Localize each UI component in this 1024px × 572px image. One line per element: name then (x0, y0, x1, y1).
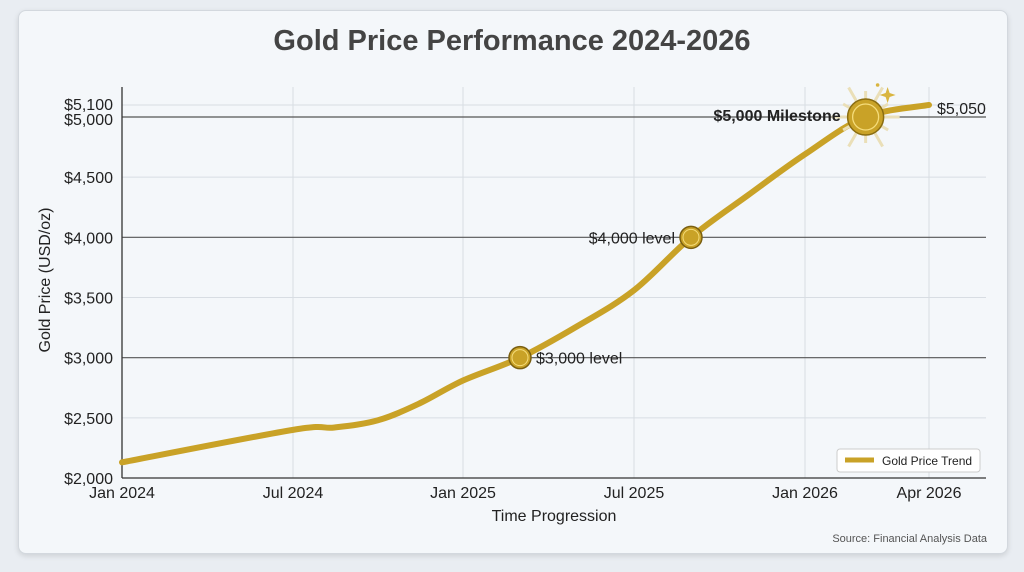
y-tick-label: $4,000 (64, 230, 113, 247)
x-tick-label: Jan 2024 (89, 485, 155, 502)
annotation-label: $5,050 (937, 101, 986, 118)
milestone-marker-ring (851, 103, 880, 131)
legend-label: Gold Price Trend (882, 454, 972, 468)
annotation-label: $4,000 level (589, 230, 675, 247)
y-tick-label: $5,000 (64, 112, 113, 129)
annotation-label: $3,000 level (536, 351, 622, 368)
y-tick-label: $2,000 (64, 471, 113, 488)
x-tick-label: Jul 2024 (263, 485, 324, 502)
sparkle-icon (879, 87, 896, 103)
x-tick-label: Jan 2025 (430, 485, 496, 502)
x-tick-label: Jul 2025 (604, 485, 665, 502)
x-tick-label: Apr 2026 (897, 485, 962, 502)
sunburst-ray (847, 130, 859, 148)
sunburst-ray (872, 130, 884, 148)
y-tick-label: $4,500 (64, 170, 113, 187)
y-tick-label: $2,500 (64, 411, 113, 428)
y-tick-label: $3,000 (64, 351, 113, 368)
x-tick-label: Jan 2026 (772, 485, 838, 502)
legend: Gold Price Trend (836, 448, 981, 473)
source-note: Source: Financial Analysis Data (832, 533, 988, 545)
level-marker-ring (511, 349, 529, 367)
y-tick-label: $5,100 (64, 97, 113, 114)
chart-title: Gold Price Performance 2024-2026 (273, 25, 750, 57)
series-line-gold-price-trend (119, 101, 932, 466)
y-axis-label: Gold Price (USD/oz) (37, 208, 54, 353)
y-tick-label: $3,500 (64, 291, 113, 308)
sunburst-ray (847, 86, 859, 104)
annotation-label: $5,000 Milestone (713, 108, 840, 125)
sunburst-ray (872, 86, 884, 104)
x-axis-label: Time Progression (492, 508, 617, 525)
sparkle-icon (875, 83, 880, 87)
level-marker-ring (682, 228, 700, 246)
